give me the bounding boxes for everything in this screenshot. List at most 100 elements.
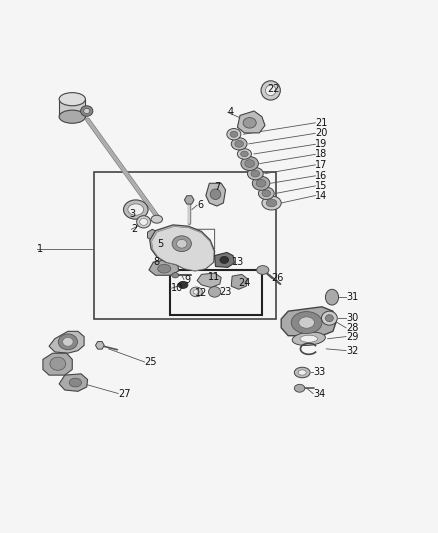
Text: 22: 22 <box>267 84 280 94</box>
Polygon shape <box>215 253 234 268</box>
Ellipse shape <box>208 287 221 297</box>
Text: 15: 15 <box>315 181 328 191</box>
Text: 30: 30 <box>346 313 358 323</box>
Ellipse shape <box>256 180 266 187</box>
Bar <box>170 270 262 314</box>
Ellipse shape <box>243 118 256 128</box>
Ellipse shape <box>237 149 251 159</box>
Text: 34: 34 <box>313 389 325 399</box>
Ellipse shape <box>240 151 248 157</box>
Ellipse shape <box>81 106 93 116</box>
Ellipse shape <box>59 110 85 123</box>
Ellipse shape <box>325 289 339 305</box>
Ellipse shape <box>177 239 187 248</box>
Ellipse shape <box>325 314 333 322</box>
Ellipse shape <box>265 85 276 96</box>
Text: 6: 6 <box>197 200 203 210</box>
Polygon shape <box>152 227 214 271</box>
Text: 1: 1 <box>37 244 43 254</box>
Polygon shape <box>49 332 84 353</box>
Text: 8: 8 <box>153 257 159 267</box>
Ellipse shape <box>137 216 151 228</box>
Ellipse shape <box>262 196 281 210</box>
Text: 18: 18 <box>315 149 328 159</box>
Text: 16: 16 <box>315 171 328 181</box>
Text: 14: 14 <box>315 190 328 200</box>
Ellipse shape <box>257 265 269 274</box>
Ellipse shape <box>294 367 310 378</box>
Ellipse shape <box>266 199 277 207</box>
Ellipse shape <box>58 334 78 350</box>
Ellipse shape <box>252 176 270 190</box>
Text: 25: 25 <box>145 357 157 367</box>
Text: 7: 7 <box>215 182 221 192</box>
Ellipse shape <box>231 138 247 150</box>
Ellipse shape <box>69 378 81 387</box>
Polygon shape <box>43 353 72 375</box>
Ellipse shape <box>190 287 202 297</box>
Polygon shape <box>184 196 194 204</box>
Ellipse shape <box>84 108 90 114</box>
Polygon shape <box>149 259 179 275</box>
Polygon shape <box>231 274 247 289</box>
Ellipse shape <box>262 190 271 197</box>
Ellipse shape <box>172 273 179 278</box>
Text: 29: 29 <box>346 332 358 342</box>
Text: 10: 10 <box>171 284 183 293</box>
Text: 20: 20 <box>315 128 328 139</box>
Text: 23: 23 <box>219 287 231 297</box>
Ellipse shape <box>258 187 274 199</box>
Polygon shape <box>59 99 85 117</box>
Text: 24: 24 <box>239 278 251 288</box>
Text: 2: 2 <box>131 224 138 235</box>
Ellipse shape <box>230 131 238 138</box>
Text: 17: 17 <box>315 160 328 170</box>
Ellipse shape <box>210 189 221 199</box>
Text: 21: 21 <box>315 118 328 128</box>
Polygon shape <box>281 307 336 336</box>
Ellipse shape <box>63 337 73 346</box>
Ellipse shape <box>292 332 325 345</box>
Ellipse shape <box>158 264 171 273</box>
Text: 12: 12 <box>195 288 207 298</box>
Ellipse shape <box>124 200 148 219</box>
Ellipse shape <box>299 317 314 328</box>
Text: 27: 27 <box>118 389 131 399</box>
Ellipse shape <box>261 81 280 100</box>
Text: 33: 33 <box>313 367 325 377</box>
Text: 4: 4 <box>228 107 234 117</box>
Ellipse shape <box>251 170 260 177</box>
Polygon shape <box>237 111 265 133</box>
Ellipse shape <box>241 157 258 171</box>
Ellipse shape <box>220 256 229 263</box>
Ellipse shape <box>140 219 148 225</box>
Bar <box>94 172 276 319</box>
Ellipse shape <box>300 335 318 342</box>
Text: 26: 26 <box>272 273 284 284</box>
Ellipse shape <box>128 204 144 215</box>
Text: 3: 3 <box>129 209 135 219</box>
Text: 5: 5 <box>158 239 164 249</box>
Ellipse shape <box>178 281 188 288</box>
Ellipse shape <box>50 357 66 370</box>
Polygon shape <box>197 273 221 287</box>
Polygon shape <box>148 229 157 241</box>
Ellipse shape <box>59 93 85 106</box>
Text: 31: 31 <box>346 292 358 302</box>
Ellipse shape <box>151 215 162 223</box>
Ellipse shape <box>172 236 191 252</box>
Ellipse shape <box>247 167 263 180</box>
Polygon shape <box>206 183 226 206</box>
Ellipse shape <box>235 141 244 147</box>
Ellipse shape <box>227 128 241 140</box>
Ellipse shape <box>294 384 305 392</box>
Text: 28: 28 <box>346 323 358 333</box>
Text: 11: 11 <box>208 272 220 282</box>
Ellipse shape <box>245 160 254 167</box>
Text: 19: 19 <box>315 139 328 149</box>
Polygon shape <box>150 225 215 271</box>
Text: 13: 13 <box>232 257 244 267</box>
Polygon shape <box>59 374 88 391</box>
Ellipse shape <box>298 370 306 375</box>
Ellipse shape <box>321 311 337 325</box>
